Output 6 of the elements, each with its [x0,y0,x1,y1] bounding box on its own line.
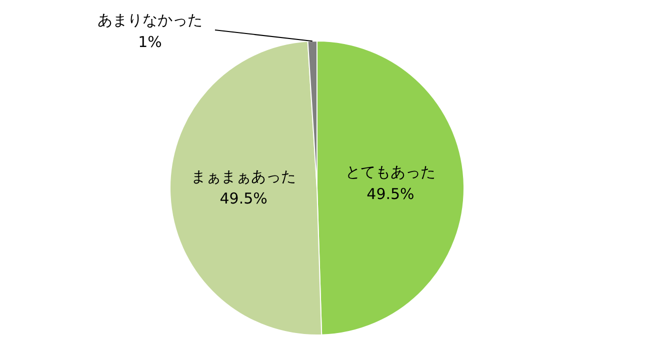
data-label: 49.5% [220,189,268,208]
data-label: 49.5% [366,184,414,203]
slice-label: まぁまぁあった [191,167,296,186]
data-label: 1% [138,33,162,51]
slice-label: あまりなかった [98,11,202,29]
slice-label: とてもあった [345,162,436,181]
